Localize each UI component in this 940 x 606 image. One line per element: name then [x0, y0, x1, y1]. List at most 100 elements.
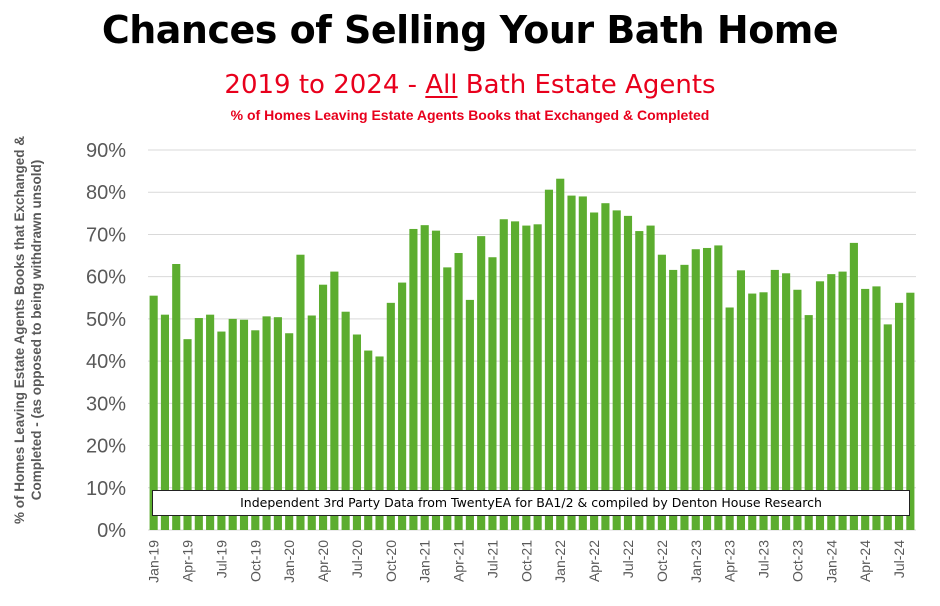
y-tick-label: 40% — [86, 351, 126, 373]
bar-may-24 — [872, 286, 881, 530]
y-tick-label: 20% — [86, 436, 126, 458]
bar-jul-24 — [894, 302, 904, 530]
x-tick-label: Jul-24 — [891, 540, 907, 578]
bar-jan-21 — [420, 225, 429, 530]
bar-dec-19 — [273, 317, 282, 530]
x-tick-label: Apr-22 — [586, 540, 602, 582]
x-tick-label: Oct-21 — [518, 540, 534, 582]
bar-feb-22 — [567, 195, 576, 530]
x-tick-label: Jan-20 — [281, 540, 297, 583]
bar-feb-19 — [160, 314, 170, 530]
subtitle-underlined-word: All — [425, 70, 458, 100]
bar-apr-19 — [183, 339, 192, 530]
bar-dec-23 — [815, 281, 825, 530]
x-tick-label: Jul-22 — [620, 540, 636, 578]
bar-feb-23 — [702, 247, 712, 530]
bar-dec-20 — [409, 228, 418, 530]
x-tick-label: Apr-24 — [857, 540, 873, 582]
y-tick-label: 30% — [86, 393, 126, 415]
bar-sep-22 — [646, 225, 655, 530]
bar-nov-19 — [262, 316, 271, 530]
bar-sep-20 — [375, 356, 384, 530]
x-tick-label: Oct-23 — [789, 540, 805, 582]
y-tick-label: 60% — [86, 267, 126, 289]
bar-oct-23 — [793, 289, 802, 530]
bar-apr-20 — [318, 284, 328, 530]
bar-oct-22 — [657, 254, 666, 530]
bar-apr-24 — [861, 288, 870, 530]
bar-may-21 — [465, 299, 474, 530]
x-tick-label: Jan-24 — [823, 540, 839, 583]
bar-jul-23 — [759, 292, 768, 530]
bar-may-22 — [601, 203, 610, 530]
bar-jun-23 — [748, 293, 757, 530]
x-tick-label: Jan-21 — [417, 540, 433, 583]
bar-aug-22 — [635, 231, 644, 530]
bar-aug-23 — [770, 269, 779, 530]
y-axis-ticks: 0% 10% 20% 30% 40% 50% 60% 70% 80% 90% — [86, 140, 126, 542]
bar-jun-21 — [477, 236, 486, 530]
bar-oct-19 — [251, 330, 260, 530]
y-tick-label: 0% — [97, 520, 126, 542]
x-tick-label: Jul-23 — [756, 540, 772, 578]
bar-aug-20 — [364, 350, 373, 530]
chart-subsubtitle: % of Homes Leaving Estate Agents Books t… — [230, 107, 710, 123]
bar-mar-21 — [443, 267, 452, 530]
chart-subtitle: 2019 to 2024 - All Bath Estate Agents — [0, 70, 940, 100]
bar-mar-23 — [714, 245, 723, 531]
y-tick-label: 10% — [86, 478, 126, 500]
x-tick-label: Apr-20 — [315, 540, 331, 582]
x-tick-label: Jul-21 — [484, 540, 500, 578]
bar-nov-23 — [804, 315, 813, 530]
bar-apr-23 — [725, 307, 734, 530]
bar-jul-19 — [217, 331, 226, 530]
bar-jan-22 — [556, 178, 565, 530]
x-tick-label: Oct-22 — [654, 540, 670, 582]
bar-nov-21 — [533, 224, 542, 530]
bar-dec-21 — [544, 189, 554, 530]
bar-mar-24 — [849, 242, 858, 530]
bar-mar-22 — [578, 196, 587, 530]
bar-apr-22 — [590, 212, 599, 531]
bar-mar-20 — [307, 315, 316, 530]
chart-title: Chances of Selling Your Bath Home — [101, 8, 839, 52]
bar-may-19 — [194, 318, 203, 530]
bar-oct-20 — [386, 302, 395, 530]
data-source-note: Independent 3rd Party Data from TwentyEA… — [152, 490, 910, 516]
x-tick-label: Apr-23 — [722, 540, 738, 582]
bar-jan-24 — [827, 274, 836, 530]
x-tick-label: Apr-19 — [180, 540, 196, 582]
bar-nov-20 — [398, 282, 407, 530]
bar-nov-22 — [669, 269, 678, 530]
bar-jun-19 — [206, 314, 215, 530]
bar-sep-21 — [510, 221, 520, 531]
bar-oct-21 — [522, 225, 531, 530]
y-tick-label: 50% — [86, 309, 126, 331]
x-tick-label: Jul-20 — [349, 540, 365, 578]
bar-feb-20 — [296, 254, 305, 530]
x-tick-label: Jan-23 — [688, 540, 704, 583]
x-axis-ticks: Jan-19 Apr-19 Jul-19 Oct-19 Jan-20 Apr-20 Jul-… — [146, 540, 907, 583]
x-tick-label: Oct-20 — [383, 540, 399, 582]
bars — [149, 178, 915, 531]
bar-jun-20 — [341, 311, 350, 530]
bar-jan-23 — [691, 249, 700, 530]
bar-jan-19 — [149, 295, 158, 530]
bar-may-20 — [330, 271, 339, 530]
bar-feb-24 — [838, 271, 847, 530]
y-tick-label: 90% — [86, 140, 126, 162]
y-tick-label: 70% — [86, 224, 126, 246]
x-tick-label: Apr-21 — [451, 540, 467, 582]
bar-mar-19 — [172, 264, 181, 530]
subtitle-suffix: Bath Estate Agents — [457, 70, 716, 100]
subtitle-prefix: 2019 to 2024 - — [224, 70, 426, 100]
bar-jul-20 — [352, 334, 362, 530]
bar-sep-23 — [782, 273, 791, 530]
bar-jun-24 — [883, 324, 892, 530]
x-tick-label: Jan-22 — [552, 540, 568, 583]
bar-jan-20 — [285, 333, 294, 530]
bar-aug-21 — [499, 219, 508, 531]
bar-jul-21 — [488, 257, 497, 530]
bar-aug-19 — [228, 318, 237, 530]
